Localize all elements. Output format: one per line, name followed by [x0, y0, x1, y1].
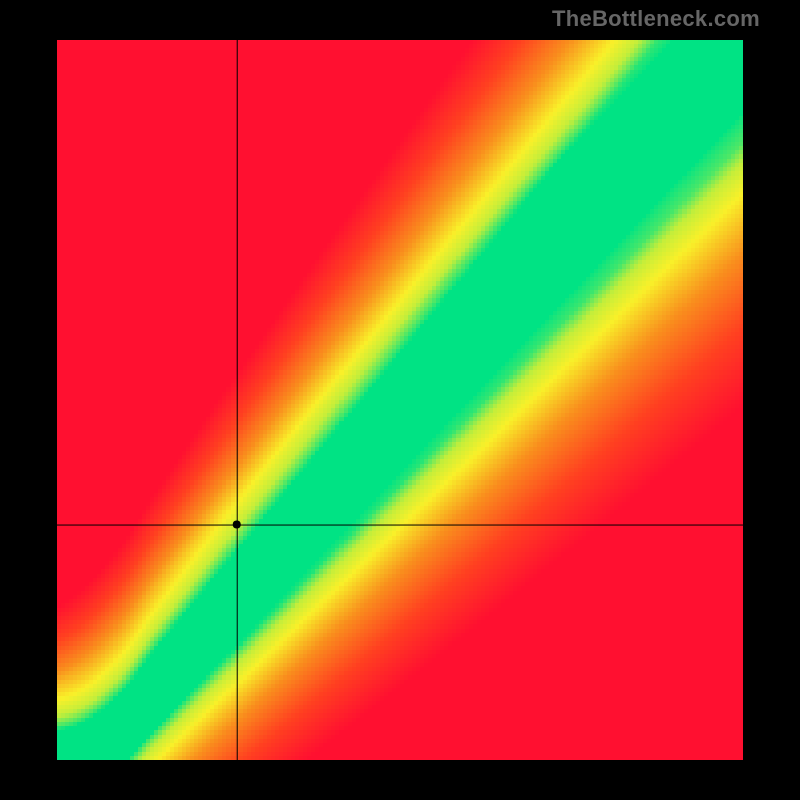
chart-container: TheBottleneck.com [0, 0, 800, 800]
heatmap-plot [57, 40, 743, 760]
watermark-label: TheBottleneck.com [552, 6, 760, 32]
heatmap-canvas [57, 40, 743, 760]
